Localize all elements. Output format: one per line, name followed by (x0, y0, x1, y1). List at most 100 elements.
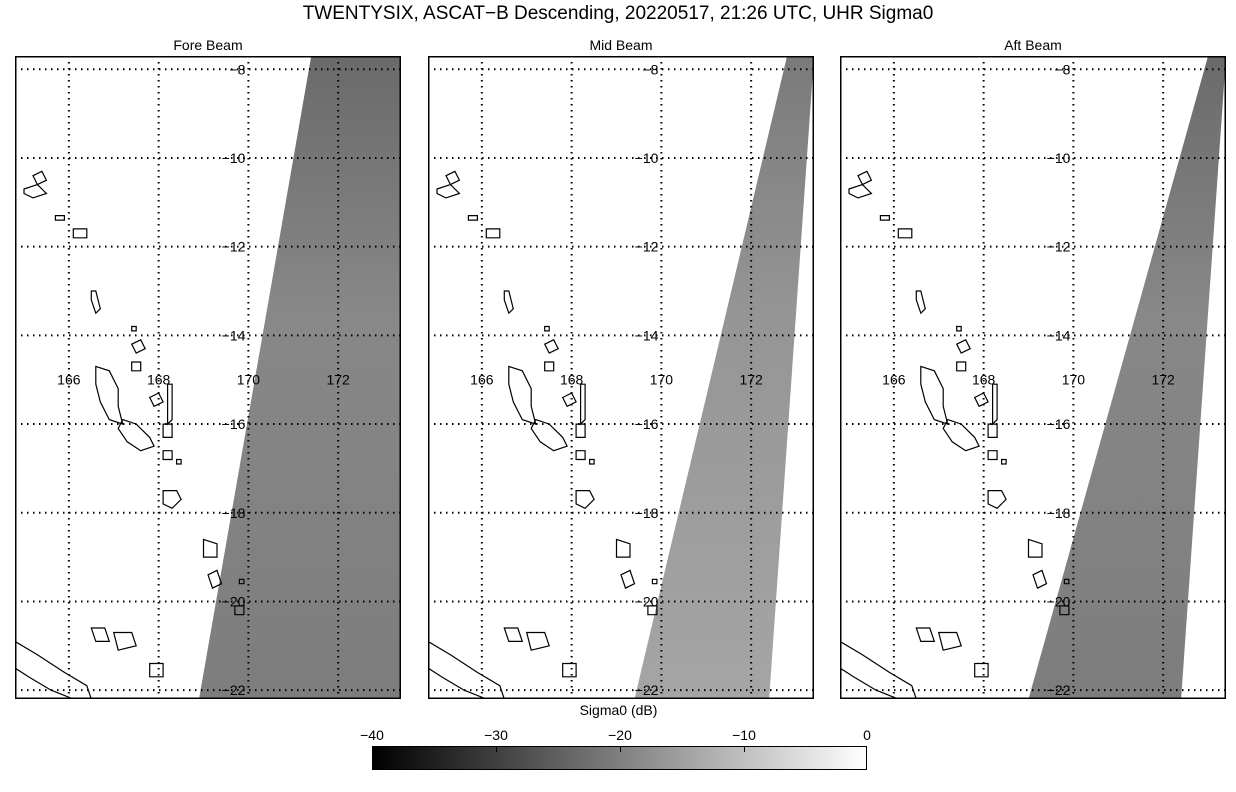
coastline (840, 640, 917, 699)
coastline (72, 228, 88, 239)
colorbar-tick (620, 746, 621, 752)
coastline (956, 361, 967, 372)
latitude-tick-label: −10 (1047, 150, 1071, 166)
map-frame (15, 56, 401, 699)
coastline (467, 215, 479, 221)
coastline (543, 339, 560, 354)
coastline (575, 423, 586, 438)
coastline (167, 383, 173, 426)
coastline (589, 458, 595, 465)
colorbar-tick-label: −30 (484, 727, 508, 743)
coastline (575, 490, 595, 510)
latitude-tick-label: −8 (642, 61, 658, 77)
coastline (23, 183, 48, 199)
coastline (54, 215, 66, 221)
latitude-tick-label: −20 (222, 593, 246, 609)
coastline (575, 450, 586, 461)
longitude-tick-label: 168 (147, 372, 171, 388)
coastline (1032, 569, 1048, 589)
latitude-tick-label: −22 (222, 682, 246, 698)
coastline (857, 170, 873, 186)
coastline (148, 392, 164, 408)
latitude-tick-label: −10 (635, 150, 659, 166)
panel-title-mid: Mid Beam (589, 37, 653, 53)
coastline (485, 228, 501, 239)
latitude-tick-label: −12 (635, 239, 659, 255)
coastline (503, 627, 524, 643)
latitude-tick-label: −12 (222, 239, 246, 255)
latitude-tick-label: −14 (635, 327, 659, 343)
coastline (615, 538, 631, 558)
coastline (937, 631, 962, 651)
map-svg: 166 168 170 172 −8 −10 −12 −14 −16 −18 −20 −22 (840, 56, 1226, 699)
colorbar-tick-label: −10 (732, 727, 756, 743)
sigma0-swath (634, 56, 814, 699)
coastline (651, 578, 658, 585)
panel-title-fore: Fore Beam (173, 37, 243, 53)
coastline (580, 383, 586, 426)
latitude-tick-label: −8 (1054, 61, 1070, 77)
coastline (562, 662, 577, 678)
coastline (436, 183, 461, 199)
latitude-tick-label: −12 (1047, 239, 1071, 255)
coastline (956, 325, 962, 332)
latitude-tick-label: −22 (635, 682, 659, 698)
coastline (508, 365, 537, 426)
coastline (428, 640, 505, 699)
latitude-tick-label: −22 (1047, 682, 1071, 698)
longitude-tick-label: 172 (739, 372, 763, 388)
latitude-tick-label: −14 (222, 327, 246, 343)
latitude-tick-label: −16 (222, 416, 246, 432)
panel-title-aft: Aft Beam (1004, 37, 1062, 53)
coastline (503, 290, 514, 315)
map-frame (840, 56, 1226, 699)
coastline (95, 365, 124, 426)
coastline (987, 490, 1007, 510)
colorbar-tick-label: −20 (608, 727, 632, 743)
colorbar-tick (496, 746, 497, 752)
coastline (920, 365, 949, 426)
longitude-tick-label: 172 (1151, 372, 1175, 388)
latitude-tick-label: −16 (635, 416, 659, 432)
coastline (131, 325, 137, 332)
coastline (238, 578, 245, 585)
coastline (973, 392, 989, 408)
longitude-tick-label: 172 (326, 372, 350, 388)
coastline (544, 361, 555, 372)
colorbar-tick (744, 746, 745, 752)
coastline (90, 290, 101, 315)
coastline (915, 627, 936, 643)
coastline (162, 423, 173, 438)
coastline (445, 170, 461, 186)
coastline (131, 361, 142, 372)
coastline (130, 339, 147, 354)
coastline (1027, 538, 1043, 558)
coastline (647, 605, 658, 616)
figure-title: TWENTYSIX, ASCAT−B Descending, 20220517,… (302, 3, 934, 24)
coastline (1001, 458, 1007, 465)
coastline (32, 170, 48, 186)
latitude-tick-label: −18 (635, 505, 659, 521)
latitude-tick-label: −20 (1047, 593, 1071, 609)
latitude-tick-label: −20 (635, 593, 659, 609)
coastline (525, 631, 550, 651)
latitude-tick-label: −18 (1047, 505, 1071, 521)
sigma0-swath (1028, 56, 1226, 699)
coastline (207, 569, 223, 589)
latitude-tick-label: −16 (1047, 416, 1071, 432)
latitude-tick-label: −8 (229, 61, 245, 77)
colorbar-tick-label: −40 (360, 727, 384, 743)
longitude-tick-label: 170 (650, 372, 674, 388)
longitude-tick-label: 170 (237, 372, 261, 388)
coastline (1063, 578, 1070, 585)
colorbar (372, 746, 867, 770)
map-panel-mid: 166 168 170 172 −8 −10 −12 −14 −16 −18 −20 −22 (428, 56, 814, 699)
longitude-tick-label: 168 (560, 372, 584, 388)
coastline (530, 418, 568, 452)
coastline (202, 538, 218, 558)
latitude-tick-label: −18 (222, 505, 246, 521)
coastline (987, 450, 998, 461)
coastline (162, 450, 173, 461)
coastline (992, 383, 998, 426)
coastline (544, 325, 550, 332)
